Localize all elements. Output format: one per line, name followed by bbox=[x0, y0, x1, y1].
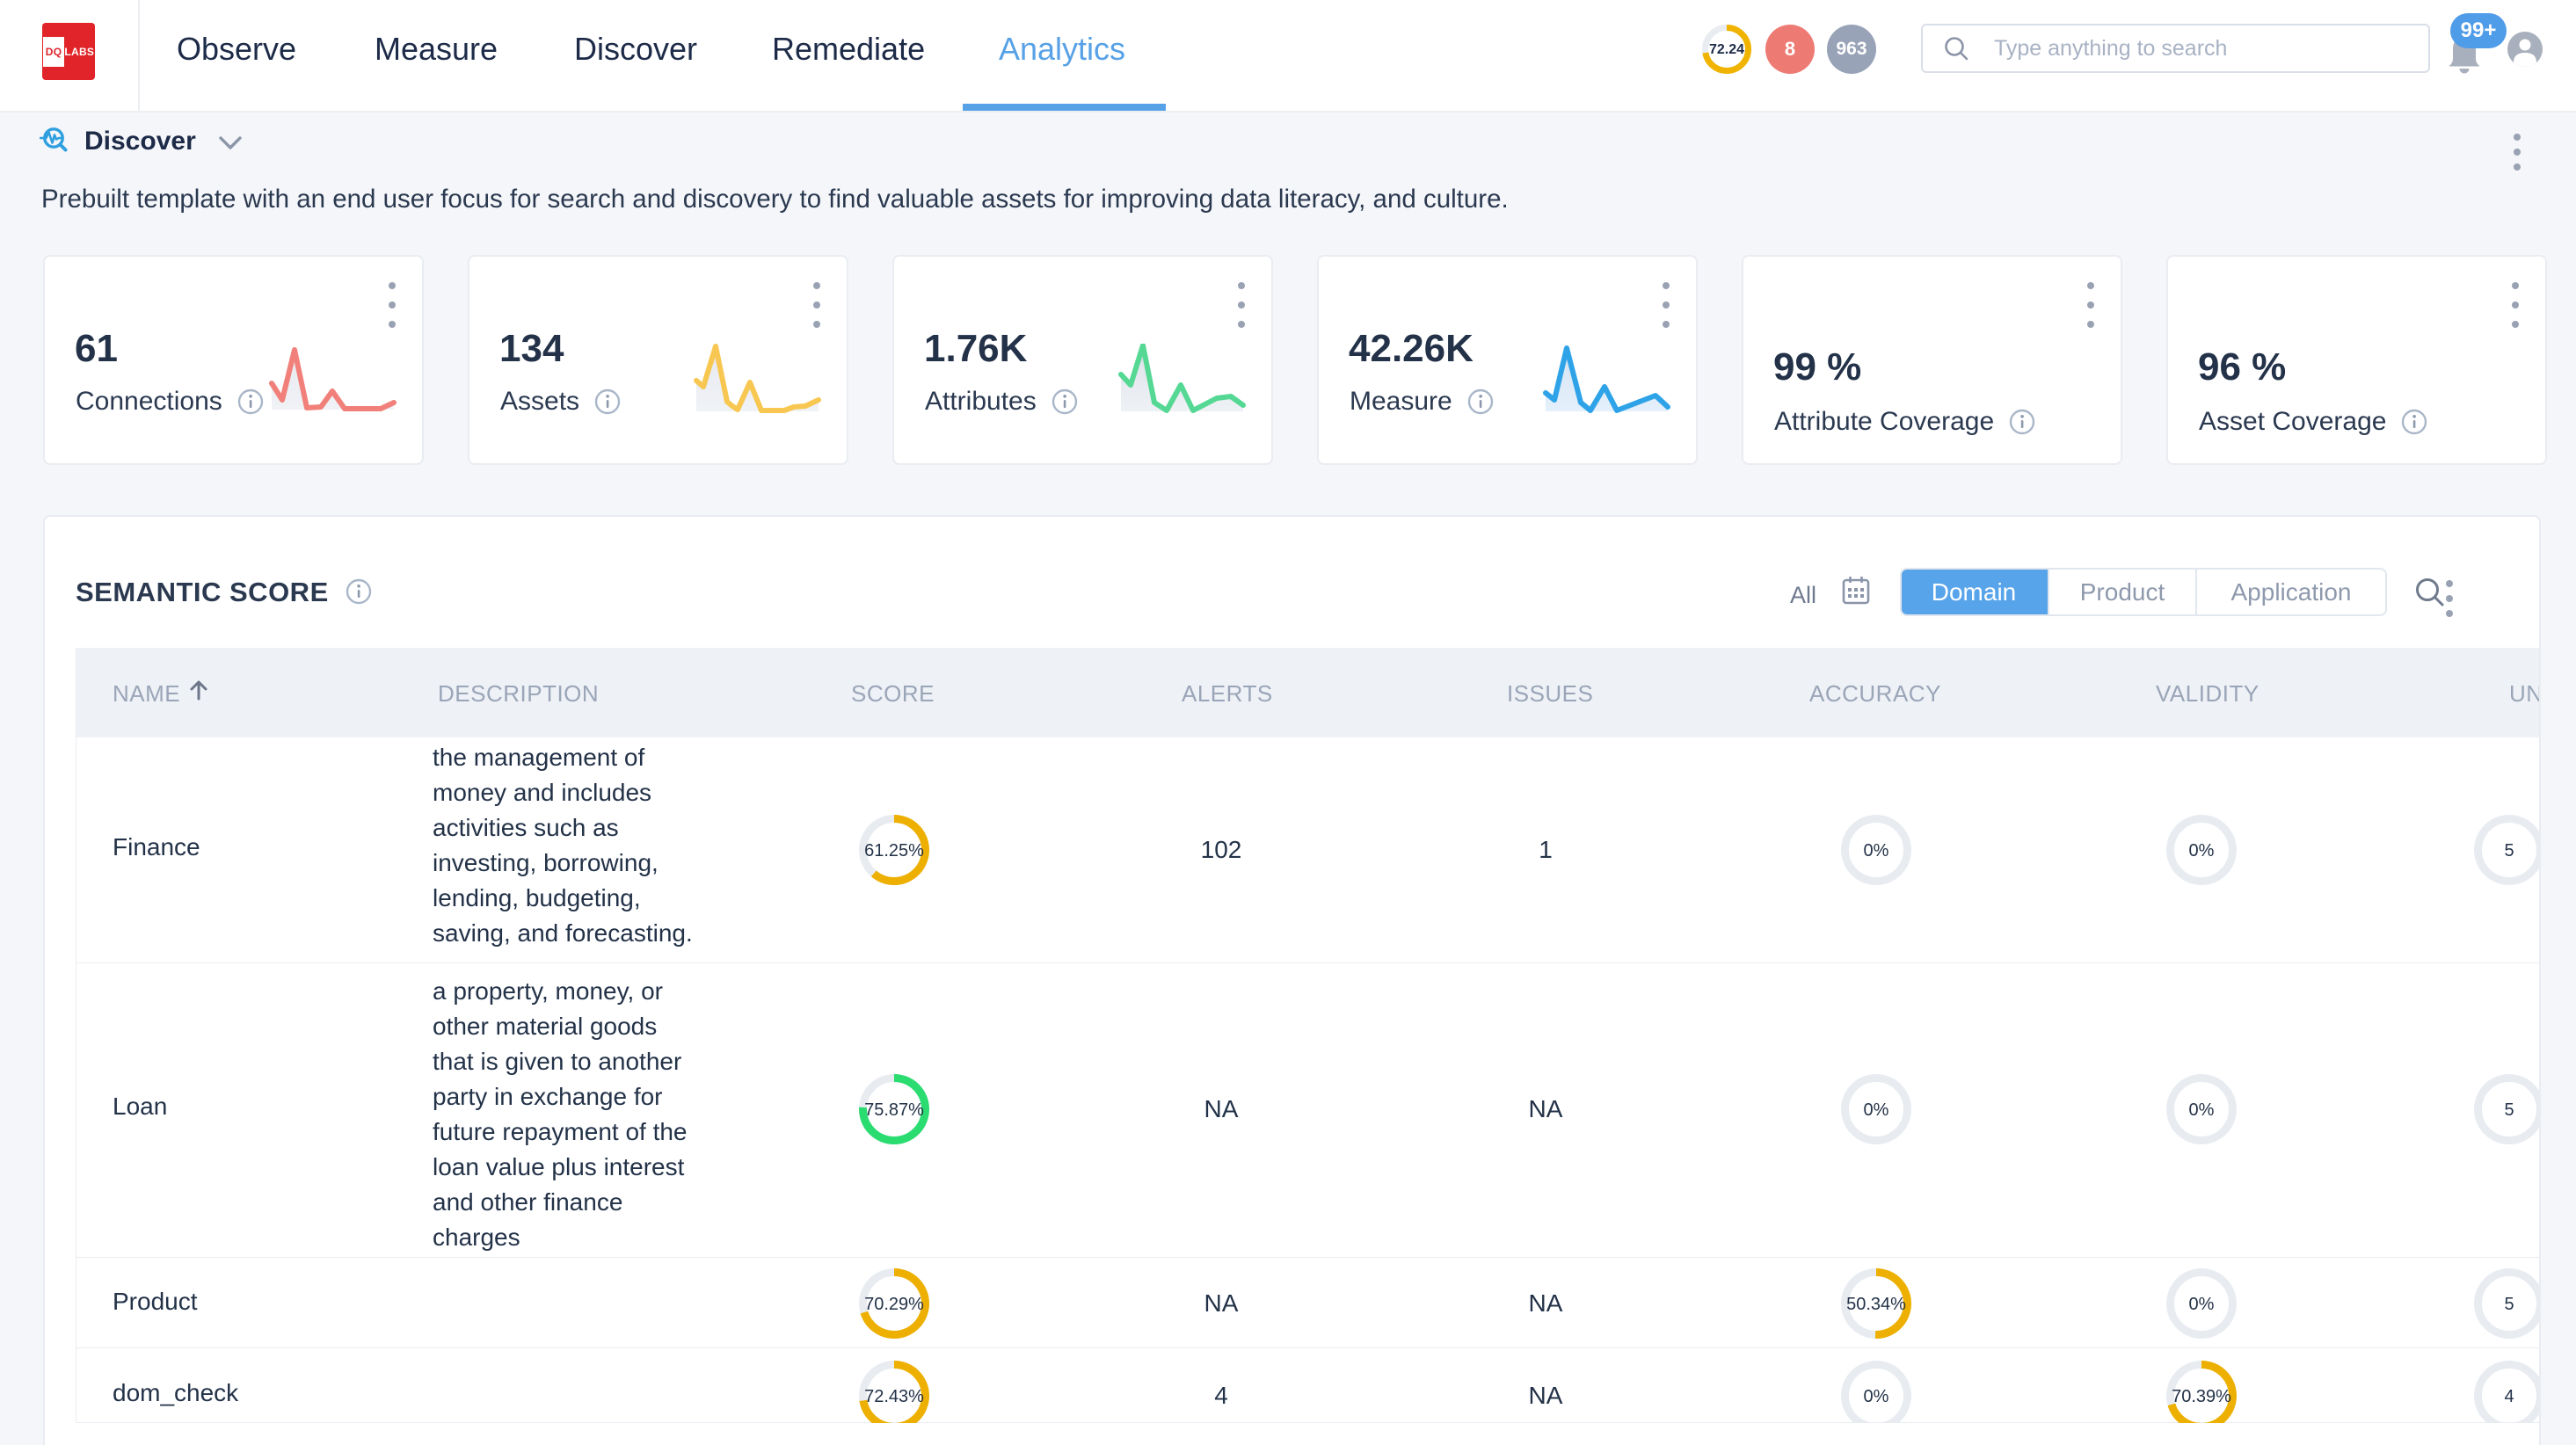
svg-text:0%: 0% bbox=[2189, 1100, 2215, 1120]
svg-text:5: 5 bbox=[2504, 1295, 2514, 1314]
svg-text:0%: 0% bbox=[1864, 1387, 1889, 1406]
svg-text:70.39%: 70.39% bbox=[2172, 1387, 2231, 1406]
svg-text:72.43%: 72.43% bbox=[864, 1387, 924, 1406]
svg-text:0%: 0% bbox=[1864, 841, 1889, 860]
svg-text:72.24: 72.24 bbox=[1709, 42, 1744, 57]
svg-text:61.25%: 61.25% bbox=[864, 841, 924, 860]
svg-text:0%: 0% bbox=[2189, 841, 2215, 860]
svg-text:4: 4 bbox=[2504, 1387, 2514, 1406]
svg-text:75.87%: 75.87% bbox=[864, 1100, 924, 1120]
svg-text:50.34%: 50.34% bbox=[1846, 1295, 1906, 1314]
svg-text:0%: 0% bbox=[1864, 1100, 1889, 1120]
svg-text:0%: 0% bbox=[2189, 1295, 2215, 1314]
svg-text:5: 5 bbox=[2504, 1100, 2514, 1120]
svg-text:70.29%: 70.29% bbox=[864, 1295, 924, 1314]
svg-text:5: 5 bbox=[2504, 841, 2514, 860]
